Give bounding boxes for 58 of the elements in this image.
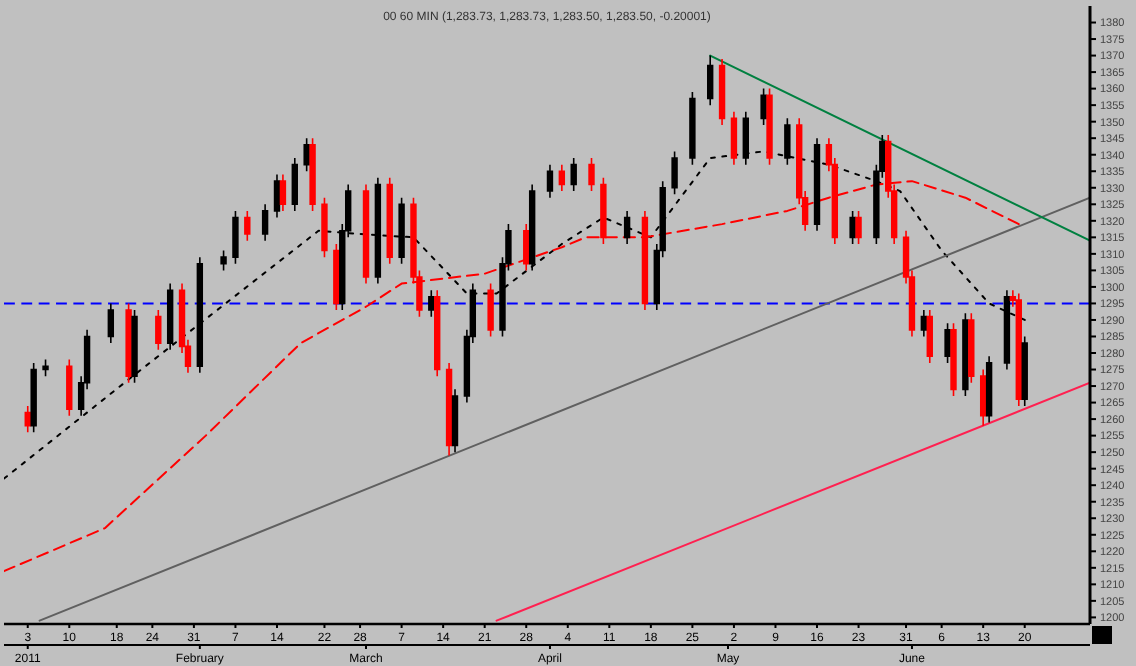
candlestick [42, 358, 49, 377]
candlestick [926, 309, 933, 364]
candlestick [398, 196, 405, 265]
candlestick [196, 256, 204, 374]
candlestick [261, 203, 269, 242]
candlestick [979, 368, 987, 427]
candlestick [944, 322, 951, 364]
candlestick [558, 163, 566, 192]
candlestick [125, 302, 132, 384]
candlestick [244, 210, 251, 242]
candlestick [487, 282, 494, 338]
candlestick [220, 249, 227, 272]
candlestick [303, 137, 310, 173]
candlestick [24, 405, 31, 434]
candlestick [434, 289, 441, 377]
candlestick [962, 312, 969, 397]
candlestick [849, 210, 856, 245]
candlestick [570, 157, 577, 192]
candlestick [760, 87, 767, 126]
candlestick [131, 309, 138, 384]
candlestick [30, 362, 37, 434]
candlestick [451, 388, 459, 453]
candlestick [920, 309, 928, 338]
candlestick [707, 54, 714, 106]
candlestick [1015, 292, 1022, 407]
candlestick [689, 91, 696, 166]
candlestick [279, 173, 287, 212]
candlestick [641, 210, 649, 311]
candlestick [309, 137, 316, 212]
candlestick [66, 358, 73, 417]
candlestick [985, 355, 993, 424]
candlestick [445, 362, 453, 457]
candlestick [166, 282, 174, 351]
candlestick [588, 157, 595, 192]
candlestick [718, 58, 726, 126]
candlestick [273, 173, 281, 219]
candlestick [362, 183, 370, 285]
candlestick [321, 196, 328, 258]
candlestick [528, 183, 536, 272]
candlestick [1003, 289, 1011, 371]
candlestick [374, 177, 382, 285]
candlestick [855, 210, 862, 245]
candlestick [107, 302, 115, 344]
candlestick [428, 289, 435, 318]
candlestick [291, 157, 298, 212]
candlestick [766, 87, 773, 166]
candlestick [386, 177, 393, 265]
candlestick [546, 163, 554, 199]
candlestick [232, 210, 239, 265]
candlestick [968, 312, 975, 384]
candlestick [155, 309, 162, 351]
candlestick [523, 223, 530, 272]
candlestick [623, 210, 631, 245]
candlestick [1021, 335, 1028, 407]
candlestick [333, 243, 340, 311]
candlestick [671, 150, 678, 196]
candlestick [730, 110, 738, 166]
candlestick [950, 322, 957, 397]
